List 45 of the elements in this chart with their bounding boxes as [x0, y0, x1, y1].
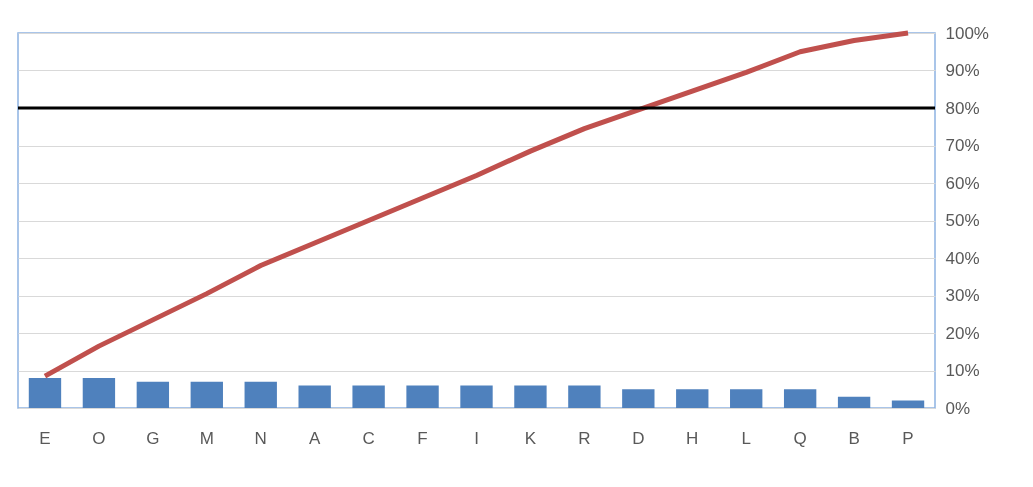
x-tick-label: A — [309, 428, 321, 448]
y-tick-label: 60% — [945, 173, 980, 193]
x-tick-label: P — [902, 428, 914, 448]
bar — [730, 389, 763, 408]
bar — [136, 381, 170, 408]
bar — [298, 385, 331, 408]
x-tick-label: H — [686, 428, 699, 448]
x-tick-label: B — [848, 428, 860, 448]
y-tick-label: 50% — [945, 211, 980, 230]
x-tick-label: R — [578, 428, 591, 448]
y-tick-label: 20% — [945, 323, 980, 343]
y-tick-label: 40% — [945, 248, 980, 268]
bar — [891, 400, 925, 408]
x-tick-label: I — [474, 428, 479, 448]
bar — [244, 381, 277, 408]
bar — [352, 385, 385, 408]
x-tick-label: N — [254, 428, 267, 448]
bar — [190, 381, 223, 408]
bar — [514, 385, 547, 408]
bar — [622, 389, 655, 408]
y-tick-label: 10% — [945, 361, 980, 380]
y-tick-label: 0% — [945, 398, 971, 418]
x-tick-label: M — [199, 428, 214, 448]
x-tick-label: L — [741, 428, 751, 448]
bar — [568, 385, 601, 408]
bar — [406, 385, 439, 408]
x-tick-label: D — [632, 428, 645, 448]
x-tick-label: K — [524, 428, 537, 448]
bar — [460, 385, 493, 408]
bar — [783, 389, 817, 408]
x-tick-label: C — [362, 428, 375, 448]
y-tick-label: 30% — [945, 286, 980, 305]
bar — [676, 389, 709, 408]
y-tick-label: 70% — [945, 136, 980, 155]
y-tick-label: 100% — [945, 23, 989, 43]
y-tick-label: 80% — [945, 98, 980, 118]
x-tick-label: G — [146, 428, 160, 448]
x-tick-label: Q — [793, 428, 807, 448]
x-tick-label: O — [92, 428, 106, 448]
y-tick-label: 90% — [945, 61, 980, 80]
bar — [82, 378, 116, 408]
x-tick-label: F — [417, 428, 428, 448]
bar — [837, 396, 871, 408]
bar — [28, 378, 62, 408]
x-tick-label: E — [39, 428, 51, 448]
